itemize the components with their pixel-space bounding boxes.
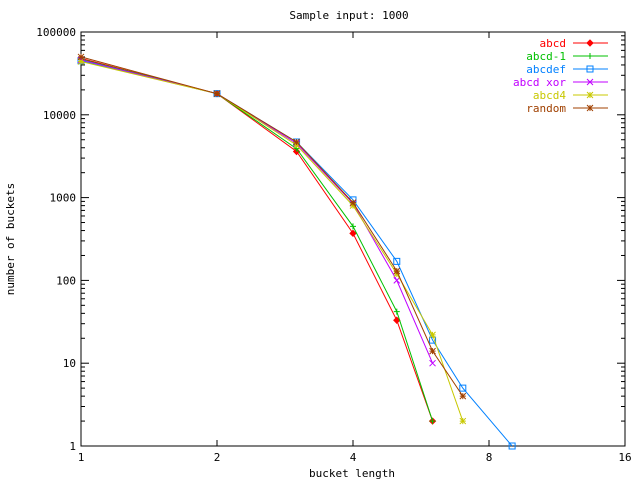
data-point	[77, 58, 85, 65]
y-tick-label: 1	[69, 440, 76, 453]
data-point	[350, 223, 356, 230]
y-tick-label: 100	[56, 274, 76, 287]
data-point	[429, 418, 436, 425]
series-line	[80, 60, 513, 447]
series-random	[77, 53, 467, 400]
x-tick-label: 16	[618, 451, 631, 464]
y-tick-label: 100000	[36, 26, 76, 39]
data-point	[293, 141, 300, 149]
data-point	[393, 257, 401, 265]
legend-label: abcd4	[533, 89, 566, 102]
series-abcd-xor	[77, 56, 436, 367]
legend-marker	[586, 65, 594, 73]
data-point	[213, 90, 221, 98]
y-tick-label: 1000	[50, 192, 77, 205]
data-point	[429, 359, 436, 367]
x-tick-label: 8	[486, 451, 493, 464]
data-point	[349, 199, 357, 206]
data-point	[393, 267, 401, 275]
data-point	[349, 229, 357, 238]
x-tick-label: 1	[78, 451, 85, 464]
data-point	[293, 138, 300, 146]
data-point	[429, 331, 436, 339]
x-axis-label: bucket length	[309, 467, 395, 480]
y-tick-label: 10000	[43, 109, 76, 122]
x-tick-label: 2	[214, 451, 221, 464]
series-line	[80, 57, 434, 422]
data-point	[459, 384, 467, 392]
data-point	[459, 392, 467, 400]
legend-label: abcd xor	[513, 76, 566, 89]
y-tick-label: 10	[63, 357, 76, 370]
legend-label: abcdef	[526, 63, 566, 76]
legend-label: random	[526, 102, 566, 115]
legend-marker	[586, 39, 594, 47]
y-axis-label: number of buckets	[4, 183, 17, 296]
legend-marker	[587, 53, 593, 59]
legend-marker	[586, 104, 594, 112]
x-tick-label: 4	[350, 451, 357, 464]
legend-label: abcd	[540, 37, 567, 50]
legend-label: abcd-1	[526, 50, 566, 63]
data-point	[393, 308, 400, 315]
series-line	[80, 61, 464, 422]
data-point	[459, 417, 467, 425]
series-line	[80, 59, 434, 364]
series-abcdef	[77, 57, 516, 450]
data-point	[393, 277, 401, 284]
data-point	[429, 347, 436, 355]
data-point	[77, 53, 85, 61]
data-point	[508, 442, 516, 450]
legend-marker	[586, 91, 594, 99]
data-point	[349, 202, 357, 209]
y-axis: 1 10 100 1000 10000 100000	[36, 26, 625, 453]
series-abcd4	[77, 58, 467, 425]
series-line	[80, 58, 434, 422]
legend-marker	[586, 78, 594, 86]
x-axis: 1 2 4 8 16	[78, 32, 632, 464]
chart-title: Sample input: 1000	[289, 9, 408, 22]
series-group	[77, 53, 516, 450]
